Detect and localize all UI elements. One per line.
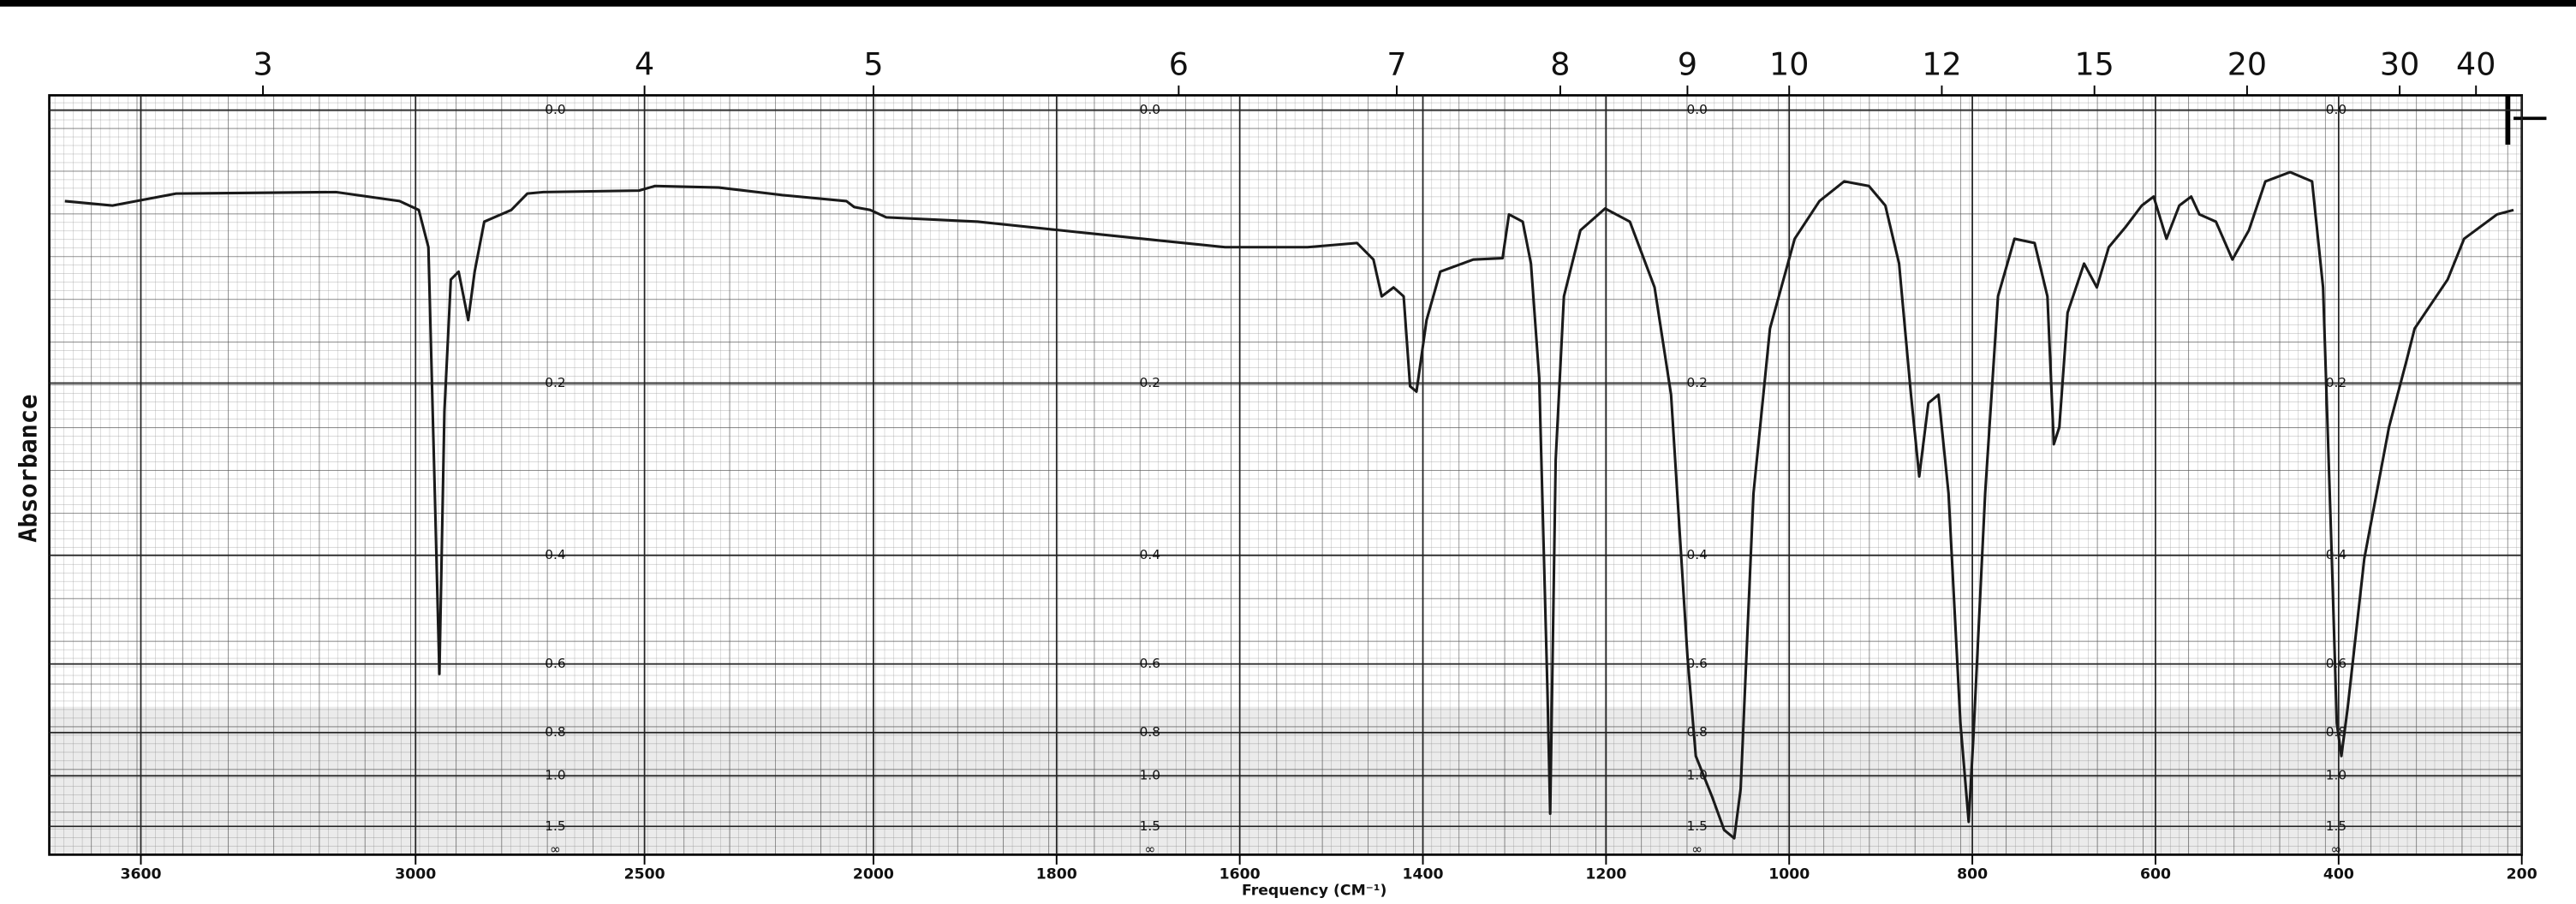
y-tick-label: 0.4 (545, 547, 565, 562)
x-tick-label: 1000 (1768, 865, 1810, 883)
y-tick-label: 0.2 (1686, 375, 1707, 390)
top-tick-label: 10 (1769, 45, 1809, 82)
spectrum-line (64, 170, 2514, 840)
x-tick-label: 600 (2140, 865, 2171, 883)
x-tick-label: 800 (1957, 865, 1988, 883)
x-tick-label: 400 (2323, 865, 2354, 883)
x-tick-label: 1400 (1402, 865, 1443, 883)
y-tick-label: 0.0 (2326, 102, 2346, 117)
y-tick-label: 0.6 (545, 656, 565, 671)
y-tick-label: 1.0 (545, 768, 565, 783)
y-tick-label: 1.5 (1140, 818, 1160, 834)
y-tick-label: 0.4 (2326, 547, 2346, 562)
top-tick-label: 9 (1678, 45, 1697, 82)
top-tick-label: 40 (2456, 45, 2496, 82)
y-axis-label: Absorbance (14, 395, 43, 543)
y-tick-label: 0.8 (2326, 724, 2346, 740)
y-bottom-label: ∞ (2331, 842, 2342, 857)
x-tick-label: 200 (2507, 865, 2537, 883)
x-tick-label: 3600 (120, 865, 161, 883)
top-tick-label: 30 (2380, 45, 2419, 82)
dense-band (49, 706, 2522, 855)
pen-marker (2505, 95, 2511, 145)
top-tick-label: 20 (2227, 45, 2267, 82)
x-tick-label: 3000 (395, 865, 436, 883)
x-tick-label: 2000 (853, 865, 894, 883)
x-tick-label: 1600 (1219, 865, 1261, 883)
y-tick-label: 0.0 (1140, 102, 1160, 117)
y-tick-label: 0.2 (2326, 375, 2346, 390)
top-tick-label: 3 (253, 45, 272, 82)
y-tick-label: 0.8 (545, 724, 565, 740)
x-tick-label: 1800 (1036, 865, 1077, 883)
top-tick-label: 12 (1922, 45, 1961, 82)
y-tick-label: 0.4 (1686, 547, 1707, 562)
x-tick-label: 1200 (1585, 865, 1626, 883)
x-tick-label: 2500 (624, 865, 665, 883)
top-tick-label: 15 (2074, 45, 2114, 82)
top-tick-label: 5 (863, 45, 883, 82)
y-tick-label: 1.5 (2326, 818, 2346, 834)
scan-edge (0, 0, 2576, 7)
y-tick-label: 0.2 (1140, 375, 1160, 390)
y-tick-label: 0.6 (1140, 656, 1160, 671)
x-axis-label: Frequency (CM⁻¹) (1242, 883, 1386, 900)
top-tick-label: 8 (1550, 45, 1570, 82)
y-tick-label: 0.2 (545, 375, 565, 390)
y-tick-label: 1.5 (545, 818, 565, 834)
graph-paper-major (49, 95, 2522, 855)
y-tick-label: 0.0 (545, 102, 565, 117)
y-tick-label: 1.0 (2326, 768, 2346, 783)
y-tick-label: 0.6 (1686, 656, 1707, 671)
top-tick-label: 4 (635, 45, 654, 82)
y-tick-label: 1.5 (1686, 818, 1707, 834)
y-tick-label: 0.0 (1686, 102, 1707, 117)
y-bottom-label: ∞ (1144, 842, 1155, 857)
y-tick-label: 1.0 (1140, 768, 1160, 783)
top-tick-label: 6 (1169, 45, 1189, 82)
top-tick-label: 7 (1386, 45, 1406, 82)
y-tick-label: 0.4 (1140, 547, 1160, 562)
y-bottom-label: ∞ (1691, 842, 1702, 857)
y-tick-label: 0.8 (1686, 724, 1707, 740)
y-tick-label: 0.8 (1140, 724, 1160, 740)
y-bottom-label: ∞ (550, 842, 561, 857)
